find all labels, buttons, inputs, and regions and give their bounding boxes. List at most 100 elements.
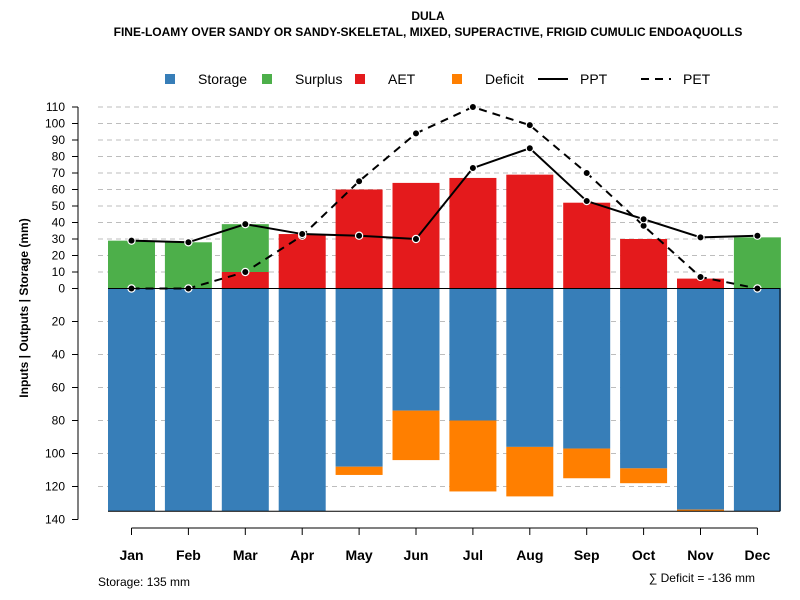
deficit-bar — [620, 468, 668, 484]
ppt-point — [525, 144, 535, 153]
pet-point — [241, 267, 250, 277]
axes: 0 10 20 30 40 50 60 70 80 90 100 110 20 40 60 80 100 120 1… — [45, 100, 781, 563]
y-tick-label: 110 — [46, 100, 65, 114]
chart-subtitle: FINE-LOAMY OVER SANDY OR SANDY-SKELETAL,… — [114, 25, 743, 39]
deficit-bar — [677, 509, 724, 512]
y-tick-label: 70 — [52, 166, 66, 180]
surplus-bar — [164, 242, 212, 289]
legend-label-surplus: Surplus — [295, 71, 342, 87]
storage-bar — [108, 288, 155, 512]
y-tick-label: 20 — [52, 315, 66, 329]
x-tick-label: Jul — [463, 547, 483, 563]
legend-swatch-aet — [355, 74, 365, 84]
x-tick-label: Nov — [687, 547, 714, 563]
grid-lines — [98, 106, 782, 487]
aet-bar — [449, 177, 497, 289]
x-tick-label: Jan — [119, 547, 143, 563]
aet-bar — [677, 278, 724, 289]
y-tick-label: 0 — [58, 282, 65, 296]
storage-bar — [164, 288, 212, 512]
pet-point — [354, 177, 364, 186]
storage-bar — [677, 288, 724, 510]
y-tick-label: 10 — [52, 265, 66, 279]
surplus-bar — [108, 240, 155, 289]
y-tick-label: 100 — [45, 447, 65, 461]
legend-label-aet: AET — [388, 71, 416, 87]
bars — [108, 174, 781, 512]
ppt-point — [354, 231, 364, 240]
storage-label: Storage: 135 mm — [98, 575, 190, 589]
aet-bar — [278, 234, 326, 289]
chart-title: DULA — [411, 9, 445, 23]
y-tick-label: 60 — [52, 381, 66, 395]
x-tick-label: Sep — [574, 547, 600, 563]
y-tick-label: 60 — [52, 183, 66, 197]
y-tick-label: 40 — [52, 348, 66, 362]
storage-bar — [335, 288, 383, 467]
x-tick-label: Mar — [233, 547, 258, 563]
legend-label-storage: Storage — [198, 71, 247, 87]
y-tick-label: 100 — [45, 117, 65, 131]
legend-swatch-storage — [165, 74, 175, 84]
x-tick-label: Aug — [516, 547, 543, 563]
aet-bar — [506, 174, 554, 289]
series-lines — [127, 102, 762, 293]
legend-label-pet: PET — [683, 71, 711, 87]
y-tick-label: 30 — [52, 232, 66, 246]
pet-line — [131, 105, 758, 290]
pet-point — [582, 168, 591, 178]
ppt-point — [468, 163, 478, 173]
y-tick-label: 20 — [52, 249, 66, 263]
x-tick-label: Feb — [176, 547, 201, 563]
y-tick-label: 80 — [52, 150, 66, 164]
x-tick-label: Apr — [290, 547, 315, 563]
deficit-bar — [449, 420, 497, 492]
storage-bar — [221, 288, 269, 512]
y-tick-label: 50 — [52, 199, 66, 213]
surplus-bar — [733, 237, 781, 289]
ppt-point — [184, 238, 193, 247]
y-tick-label: 40 — [52, 216, 66, 230]
y-axis-label: Inputs | Outputs | Storage (mm) — [17, 218, 31, 397]
ppt-point — [241, 219, 250, 229]
legend-swatch-surplus — [262, 74, 272, 84]
ppt-point — [411, 234, 421, 244]
ppt-point — [298, 229, 307, 239]
legend-label-deficit: Deficit — [485, 71, 524, 87]
deficit-bar — [563, 448, 611, 479]
deficit-label: ∑ Deficit = -136 mm — [649, 571, 755, 585]
x-tick-label: Jun — [404, 547, 429, 563]
storage-bar — [278, 288, 326, 512]
y-tick-label: 80 — [52, 414, 66, 428]
pet-point — [411, 129, 421, 138]
ppt-point — [753, 231, 762, 240]
storage-bar — [506, 288, 554, 447]
surplus-bar — [221, 224, 269, 272]
pet-point — [468, 102, 478, 112]
ppt-point — [639, 214, 648, 224]
deficit-bar — [506, 446, 554, 497]
storage-bar — [563, 288, 611, 449]
deficit-bar — [335, 466, 383, 475]
x-tick-label: Dec — [745, 547, 771, 563]
legend-label-ppt: PPT — [580, 71, 608, 87]
deficit-bar — [392, 410, 440, 461]
storage-bar — [392, 288, 440, 411]
x-tick-label: Oct — [632, 547, 656, 563]
pet-point — [525, 120, 535, 130]
ppt-line — [131, 147, 758, 244]
y-tick-label: 90 — [52, 133, 66, 147]
y-tick-label: 120 — [45, 480, 65, 494]
ppt-point — [127, 236, 136, 245]
aet-bar — [620, 239, 668, 289]
storage-bar — [733, 288, 781, 512]
storage-bar — [620, 288, 668, 469]
ppt-point — [696, 233, 705, 242]
storage-bar — [449, 288, 497, 421]
y-tick-label: 140 — [45, 513, 65, 527]
legend-swatch-deficit — [452, 74, 462, 84]
ppt-point — [582, 196, 591, 206]
pet-point — [696, 272, 705, 282]
x-tick-label: May — [345, 547, 372, 563]
